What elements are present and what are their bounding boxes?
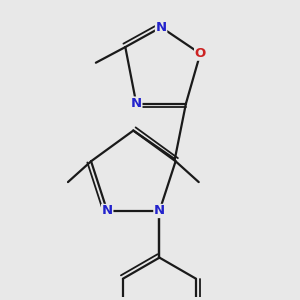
Text: N: N: [131, 97, 142, 110]
Text: N: N: [102, 205, 113, 218]
Text: O: O: [195, 47, 206, 60]
Text: N: N: [155, 21, 167, 34]
Text: N: N: [154, 205, 165, 218]
